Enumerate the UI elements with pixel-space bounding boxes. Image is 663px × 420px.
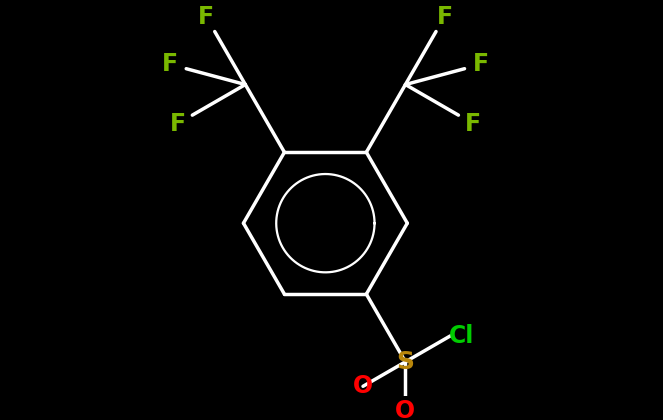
Text: F: F — [465, 112, 481, 136]
Text: O: O — [353, 374, 373, 398]
Text: F: F — [162, 52, 178, 76]
Text: F: F — [473, 52, 489, 76]
Text: Cl: Cl — [449, 324, 474, 348]
Text: S: S — [396, 350, 414, 374]
Text: O: O — [395, 399, 416, 420]
Text: F: F — [198, 5, 214, 29]
Text: F: F — [170, 112, 186, 136]
Text: F: F — [436, 5, 453, 29]
